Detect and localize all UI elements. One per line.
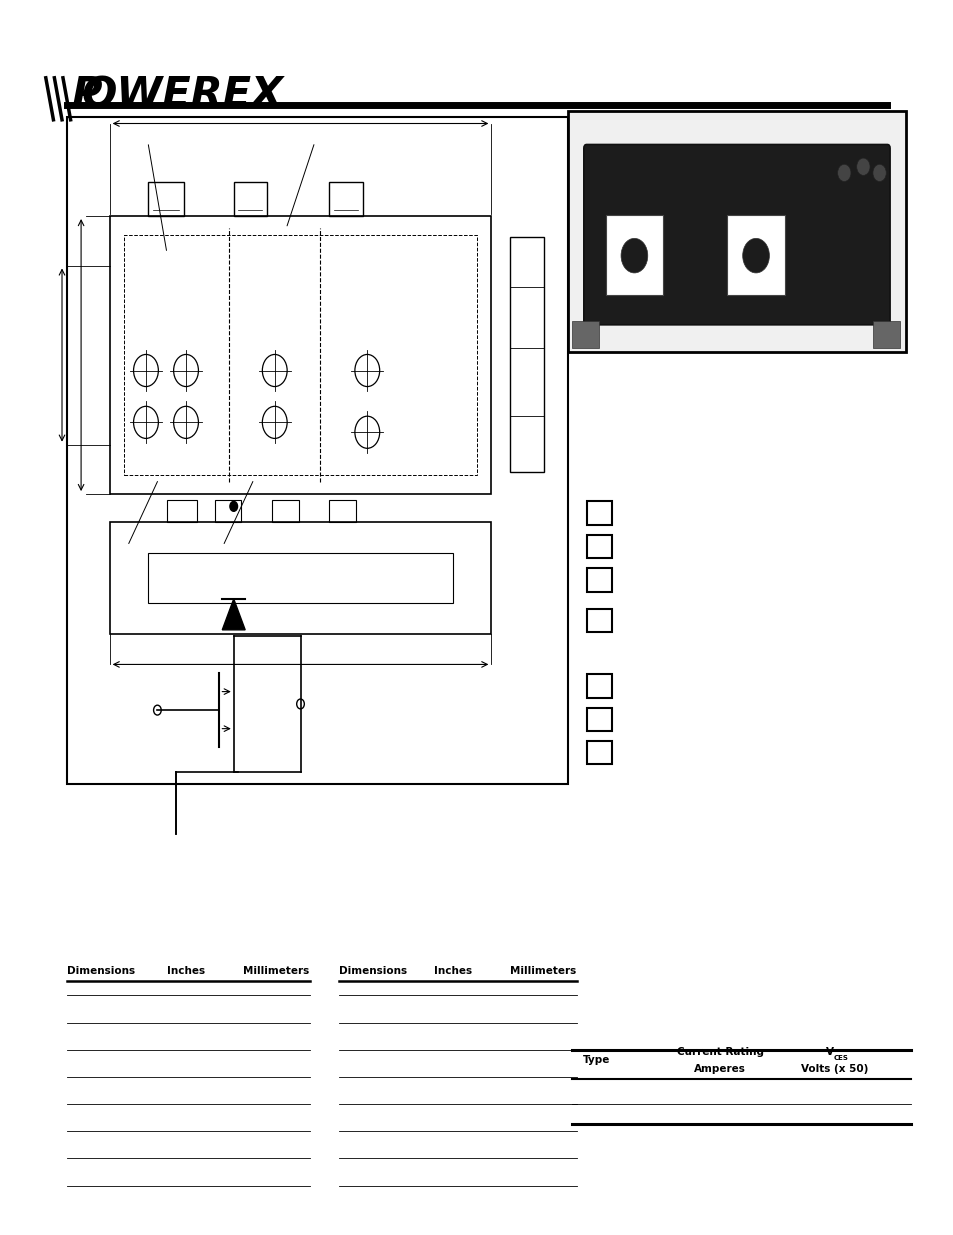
Circle shape [620, 238, 647, 273]
Text: Millimeters: Millimeters [510, 966, 576, 976]
Text: Dimensions: Dimensions [67, 966, 134, 976]
Text: P: P [71, 74, 102, 116]
Bar [110, 522, 491, 634]
Bar [510, 237, 543, 472]
Text: Amperes: Amperes [694, 1065, 745, 1074]
Circle shape [872, 164, 885, 182]
Bar [572, 321, 598, 348]
Bar [67, 117, 567, 784]
Bar [586, 568, 611, 592]
Bar [214, 500, 241, 522]
Bar [872, 321, 899, 348]
Circle shape [856, 158, 869, 175]
Bar [167, 500, 197, 522]
Bar [605, 215, 662, 295]
Text: OWEREX: OWEREX [81, 74, 283, 116]
Bar [586, 501, 611, 525]
Bar [110, 216, 491, 494]
Bar [586, 609, 611, 632]
Text: Type: Type [582, 1055, 609, 1065]
Bar [586, 674, 611, 698]
Bar [148, 553, 453, 603]
FancyBboxPatch shape [583, 144, 889, 325]
Bar [567, 111, 905, 352]
Text: Inches: Inches [167, 966, 205, 976]
Bar [586, 708, 611, 731]
Text: V: V [825, 1047, 833, 1057]
Text: Current Rating: Current Rating [676, 1047, 763, 1057]
Circle shape [230, 501, 237, 511]
Text: Volts (x 50): Volts (x 50) [801, 1065, 867, 1074]
Bar [726, 215, 783, 295]
Text: Millimeters: Millimeters [243, 966, 309, 976]
Text: CES: CES [833, 1055, 848, 1061]
Polygon shape [222, 599, 245, 630]
Bar [329, 500, 355, 522]
Circle shape [837, 164, 850, 182]
Circle shape [741, 238, 768, 273]
Bar [329, 182, 362, 216]
Bar [586, 741, 611, 764]
Text: Inches: Inches [434, 966, 472, 976]
Bar [586, 535, 611, 558]
Bar [148, 182, 184, 216]
Text: Dimensions: Dimensions [338, 966, 406, 976]
Bar [272, 500, 298, 522]
Bar [124, 235, 476, 475]
Bar [233, 182, 267, 216]
